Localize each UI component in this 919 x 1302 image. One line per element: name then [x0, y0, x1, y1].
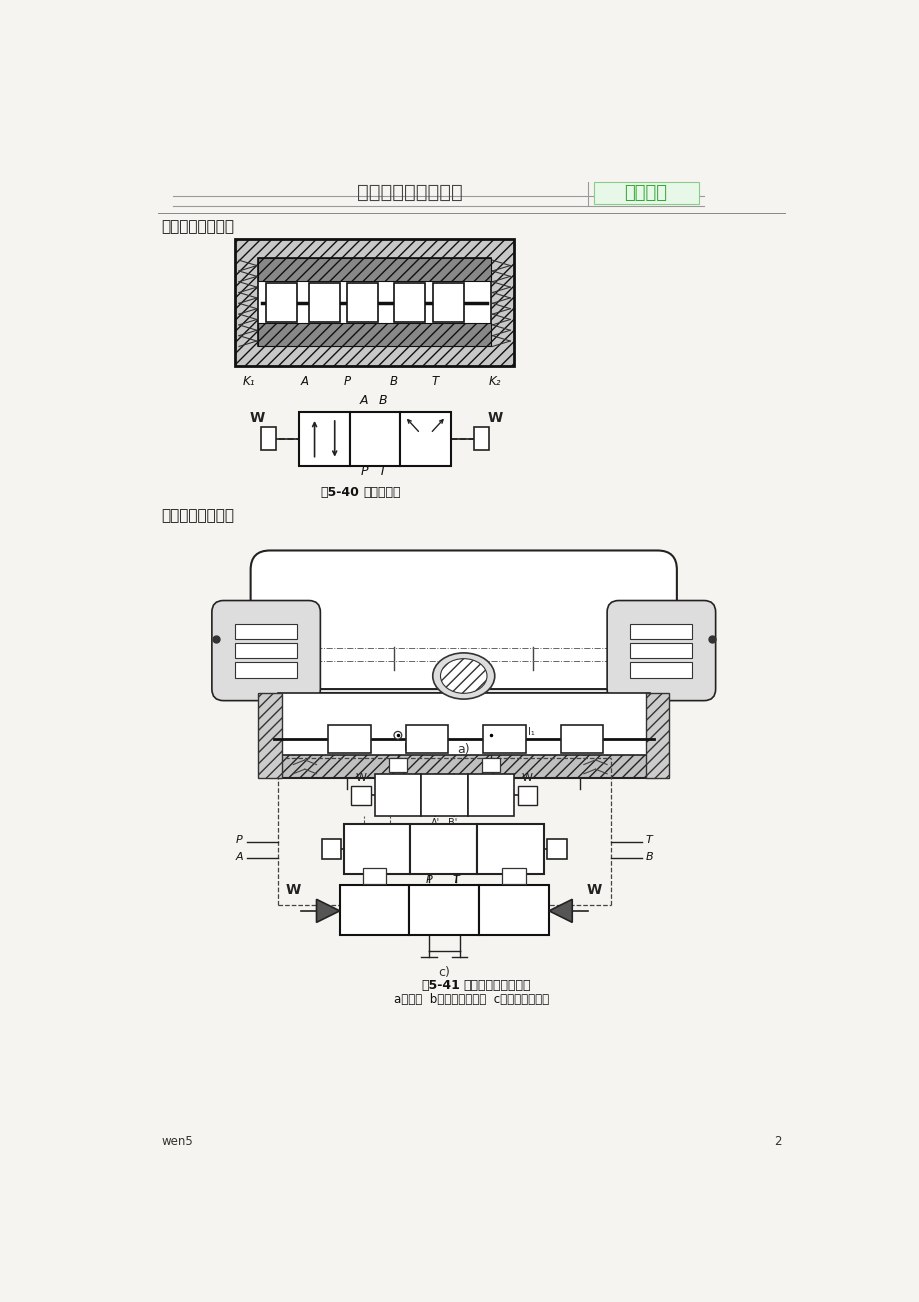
- Circle shape: [393, 732, 402, 740]
- Text: P: P: [236, 835, 243, 845]
- Text: W: W: [249, 411, 264, 424]
- Bar: [260, 427, 276, 450]
- Text: 液动换向阀: 液动换向阀: [363, 486, 400, 499]
- Bar: [467, 773, 514, 816]
- Bar: [517, 786, 537, 805]
- Bar: [502, 868, 525, 884]
- Circle shape: [486, 732, 494, 740]
- Text: B: B: [378, 395, 387, 408]
- Bar: [278, 693, 649, 755]
- Text: B': B': [448, 819, 457, 828]
- Bar: [322, 840, 341, 859]
- Text: c): c): [438, 966, 449, 979]
- Text: wen5: wen5: [162, 1135, 193, 1148]
- Bar: [347, 284, 378, 322]
- Bar: [235, 624, 297, 639]
- Text: A: A: [301, 375, 309, 388]
- Bar: [351, 786, 370, 805]
- Bar: [344, 824, 410, 874]
- Text: A: A: [235, 852, 243, 862]
- Bar: [645, 693, 668, 777]
- Text: P: P: [360, 465, 368, 478]
- Bar: [630, 643, 692, 659]
- Bar: [299, 411, 349, 466]
- Text: P: P: [344, 375, 351, 388]
- Text: W: W: [356, 773, 367, 783]
- FancyBboxPatch shape: [211, 600, 320, 700]
- Bar: [266, 284, 297, 322]
- Bar: [482, 725, 525, 753]
- Text: b): b): [437, 906, 450, 919]
- Bar: [630, 663, 692, 677]
- Bar: [594, 182, 698, 204]
- Bar: [374, 773, 421, 816]
- Bar: [269, 693, 657, 777]
- Text: 图5-40: 图5-40: [320, 486, 358, 499]
- Text: B: B: [390, 375, 398, 388]
- Text: K₁: K₁: [243, 375, 255, 388]
- Text: T: T: [645, 835, 652, 845]
- Text: W: W: [487, 411, 503, 424]
- Bar: [258, 258, 491, 346]
- Text: 三位四通电液换向阀: 三位四通电液换向阀: [463, 979, 530, 992]
- Text: I₁: I₁: [528, 728, 534, 737]
- Text: W: W: [285, 883, 301, 897]
- Text: B: B: [645, 852, 652, 862]
- Bar: [481, 758, 500, 772]
- Text: 2: 2: [773, 1135, 780, 1148]
- Bar: [339, 885, 409, 935]
- Polygon shape: [316, 900, 339, 922]
- Text: A: A: [359, 395, 368, 408]
- Ellipse shape: [432, 652, 494, 699]
- Text: M: M: [327, 844, 336, 854]
- Bar: [405, 725, 448, 753]
- Bar: [309, 284, 339, 322]
- Text: W: W: [585, 883, 601, 897]
- Text: T: T: [379, 465, 386, 478]
- Text: T: T: [452, 875, 459, 885]
- Bar: [235, 238, 514, 366]
- Bar: [473, 427, 489, 450]
- Bar: [235, 663, 297, 677]
- Bar: [258, 323, 491, 346]
- Ellipse shape: [440, 659, 486, 693]
- Text: A': A': [430, 819, 439, 828]
- Text: a）结构  b）详细图形符号  c）简化图形符号: a）结构 b）详细图形符号 c）简化图形符号: [393, 993, 549, 1006]
- Bar: [258, 258, 491, 281]
- Text: P: P: [425, 875, 432, 885]
- Text: 三、液动换向阀：: 三、液动换向阀：: [162, 220, 234, 234]
- Bar: [560, 725, 603, 753]
- Text: R₁: R₁: [496, 742, 507, 753]
- Bar: [547, 840, 566, 859]
- Bar: [349, 411, 400, 466]
- Bar: [258, 693, 281, 777]
- Bar: [476, 824, 543, 874]
- Text: W: W: [521, 773, 532, 783]
- Text: a): a): [457, 743, 470, 756]
- Bar: [235, 643, 297, 659]
- Text: I₂: I₂: [349, 728, 357, 737]
- Text: 页眉页脚可一键删除: 页眉页脚可一键删除: [357, 182, 462, 202]
- Bar: [421, 773, 467, 816]
- Bar: [363, 868, 386, 884]
- Text: K₂: K₂: [488, 375, 501, 388]
- Text: T: T: [431, 375, 438, 388]
- Text: R₂: R₂: [403, 742, 414, 753]
- Text: 仅供参考: 仅供参考: [624, 184, 666, 202]
- Text: 图5-41: 图5-41: [421, 979, 460, 992]
- Bar: [410, 824, 476, 874]
- Bar: [328, 725, 370, 753]
- Bar: [630, 624, 692, 639]
- FancyBboxPatch shape: [250, 551, 676, 689]
- Bar: [409, 885, 479, 935]
- Bar: [432, 284, 463, 322]
- Polygon shape: [549, 900, 572, 922]
- Text: 四、电液换向阀：: 四、电液换向阀：: [162, 508, 234, 523]
- Text: W: W: [550, 844, 562, 854]
- FancyBboxPatch shape: [607, 600, 715, 700]
- Bar: [400, 411, 450, 466]
- Bar: [479, 885, 549, 935]
- Bar: [393, 284, 425, 322]
- Bar: [388, 758, 407, 772]
